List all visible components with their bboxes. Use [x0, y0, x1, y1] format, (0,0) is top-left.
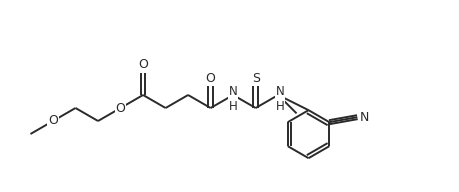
- Text: O: O: [138, 59, 148, 71]
- Text: O: O: [205, 71, 215, 84]
- Text: O: O: [48, 114, 58, 127]
- Text: N: N: [359, 111, 368, 124]
- Text: N
H: N H: [228, 85, 237, 113]
- Text: O: O: [115, 102, 125, 114]
- Text: S: S: [251, 71, 259, 84]
- Text: N
H: N H: [275, 85, 284, 113]
